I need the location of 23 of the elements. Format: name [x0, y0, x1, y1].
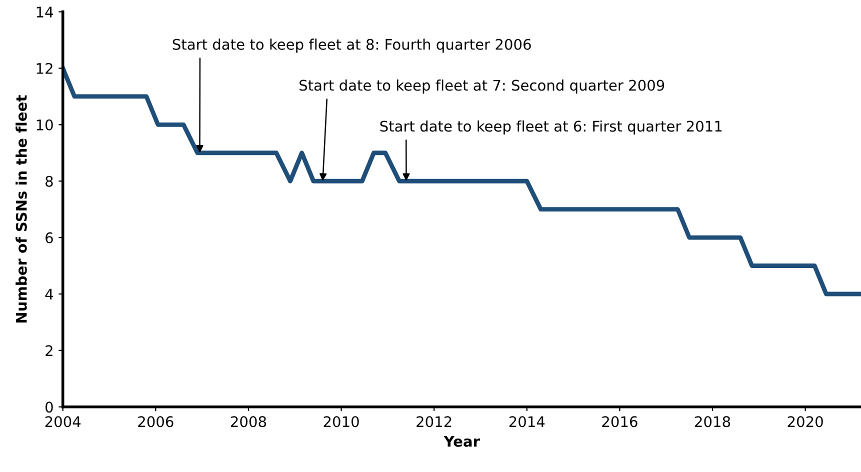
x-tick-label: 2004	[45, 416, 81, 428]
x-tick-label: 2018	[695, 416, 730, 428]
x-tick-label: 2012	[416, 416, 452, 428]
annotation: Start date to keep fleet at 8: Fourth quarter 2006	[172, 38, 531, 53]
line-series	[62, 66, 861, 296]
y-tick-label: 4	[45, 288, 54, 300]
y-tick-label: 8	[46, 176, 53, 187]
annotation: Start date to keep fleet at 7: Second quarter 2009	[300, 80, 664, 94]
y-tick-label: 10	[36, 119, 53, 130]
x-tick-label: 2020	[788, 416, 823, 428]
y-tick-label: 0	[46, 402, 53, 413]
x-tick-label: 2006	[138, 416, 174, 428]
x-tick-label: 2010	[324, 416, 359, 428]
y-tick-label: 14	[36, 6, 54, 18]
x-tick-label: 2008	[230, 416, 266, 428]
y-tick-label: 12	[36, 62, 52, 74]
x-tick-label: 2014	[509, 416, 545, 428]
y-tick-label: 2	[46, 345, 52, 356]
y-tick-label: 6	[46, 232, 53, 244]
x-axis-title: Year	[444, 436, 480, 447]
annotation: Start date to keep fleet at 6: First quarter 2011	[380, 120, 722, 135]
x-tick-label: 2016	[602, 416, 638, 428]
y-axis-title: Number of SSNs in the fleet	[16, 95, 27, 322]
